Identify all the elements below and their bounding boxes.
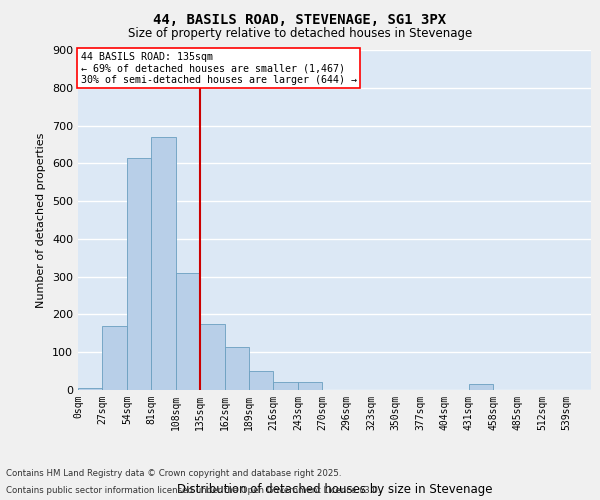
Text: 44 BASILS ROAD: 135sqm
← 69% of detached houses are smaller (1,467)
30% of semi-: 44 BASILS ROAD: 135sqm ← 69% of detached… (80, 52, 356, 85)
Text: Contains HM Land Registry data © Crown copyright and database right 2025.: Contains HM Land Registry data © Crown c… (6, 468, 341, 477)
Bar (249, 371, 274, 390)
Bar (78, 388, 103, 390)
Text: 44, BASILS ROAD, STEVENAGE, SG1 3PX: 44, BASILS ROAD, STEVENAGE, SG1 3PX (154, 12, 446, 26)
Text: Size of property relative to detached houses in Stevenage: Size of property relative to detached ho… (128, 28, 472, 40)
Bar (298, 382, 322, 390)
Y-axis label: Number of detached properties: Number of detached properties (37, 132, 46, 308)
Bar (103, 326, 127, 390)
X-axis label: Distribution of detached houses by size in Stevenage: Distribution of detached houses by size … (177, 483, 492, 496)
Text: Contains public sector information licensed under the Open Government Licence v3: Contains public sector information licen… (6, 486, 380, 495)
Bar (469, 384, 493, 390)
Bar (224, 346, 249, 390)
Bar (151, 137, 176, 390)
Bar (176, 273, 200, 390)
Bar (200, 324, 224, 390)
Bar (274, 382, 298, 390)
Bar (127, 158, 151, 390)
